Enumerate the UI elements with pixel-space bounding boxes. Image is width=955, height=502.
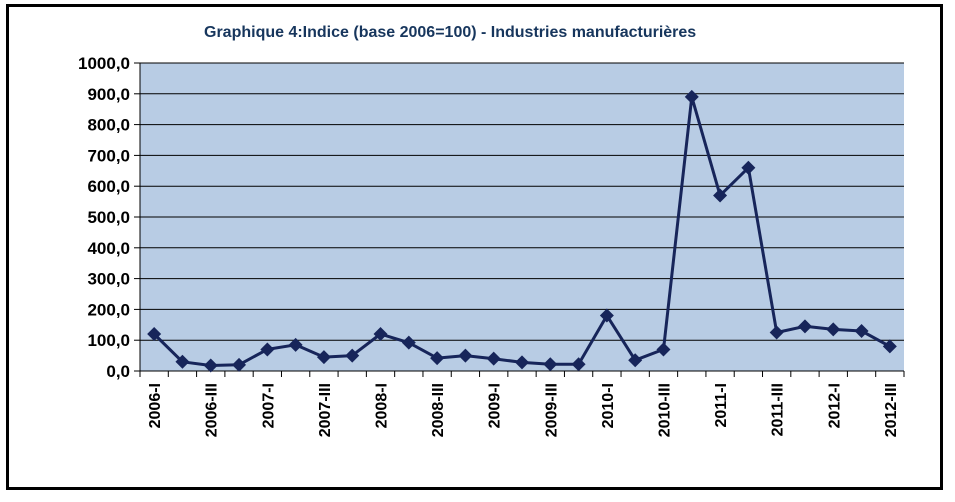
data-point <box>656 342 671 357</box>
data-point <box>373 327 388 342</box>
data-point <box>288 337 303 352</box>
x-tick-label: 2007-III <box>317 383 334 437</box>
y-tick-label: 900,0 <box>87 85 130 104</box>
chart-frame: Graphique 4:Indice (base 2006=100) - Ind… <box>6 4 943 490</box>
data-point <box>628 353 643 368</box>
x-tick-label: 2010-III <box>656 383 673 437</box>
x-tick-label: 2012-III <box>883 383 900 437</box>
data-point <box>316 350 331 365</box>
y-tick-label: 700,0 <box>87 146 130 165</box>
data-point <box>571 357 586 372</box>
x-tick-label: 2012-I <box>826 383 843 428</box>
y-tick-label: 200,0 <box>87 300 130 319</box>
data-point <box>345 348 360 363</box>
y-tick-label: 400,0 <box>87 239 130 258</box>
data-point <box>543 357 558 372</box>
data-point <box>797 319 812 334</box>
data-point <box>713 188 728 203</box>
data-point <box>882 339 897 354</box>
y-tick-label: 800,0 <box>87 116 130 135</box>
x-tick-label: 2008-III <box>430 383 447 437</box>
y-tick-label: 1000,0 <box>78 54 130 73</box>
y-tick-label: 0,0 <box>106 362 130 381</box>
data-point <box>684 89 699 104</box>
data-point <box>260 342 275 357</box>
data-point <box>854 323 869 338</box>
line-chart: Graphique 4:Indice (base 2006=100) - Ind… <box>78 24 905 437</box>
x-tick-label: 2008-I <box>374 383 391 428</box>
chart-title: Graphique 4:Indice (base 2006=100) - Ind… <box>204 24 696 41</box>
x-tick-label: 2006-III <box>204 383 221 437</box>
x-tick-label: 2011-I <box>713 383 730 427</box>
y-tick-label: 500,0 <box>87 208 130 227</box>
y-tick-label: 600,0 <box>87 177 130 196</box>
data-point <box>203 358 218 373</box>
y-tick-label: 100,0 <box>87 331 130 350</box>
data-point <box>769 325 784 340</box>
data-point <box>232 357 247 372</box>
data-point <box>458 348 473 363</box>
data-point <box>175 354 190 369</box>
data-point <box>401 335 416 350</box>
x-tick-label: 2007-I <box>260 383 277 428</box>
x-tick-label: 2011-III <box>770 383 787 436</box>
x-tick-label: 2009-I <box>487 383 504 428</box>
data-point <box>741 160 756 175</box>
x-tick-label: 2006-I <box>147 383 164 428</box>
data-point <box>430 351 445 366</box>
x-tick-label: 2009-III <box>543 383 560 437</box>
data-point <box>599 308 614 323</box>
data-point <box>147 327 162 342</box>
data-point <box>486 351 501 366</box>
y-tick-label: 300,0 <box>87 270 130 289</box>
data-point <box>826 322 841 337</box>
x-tick-label: 2010-I <box>600 383 617 428</box>
data-point <box>515 355 529 370</box>
